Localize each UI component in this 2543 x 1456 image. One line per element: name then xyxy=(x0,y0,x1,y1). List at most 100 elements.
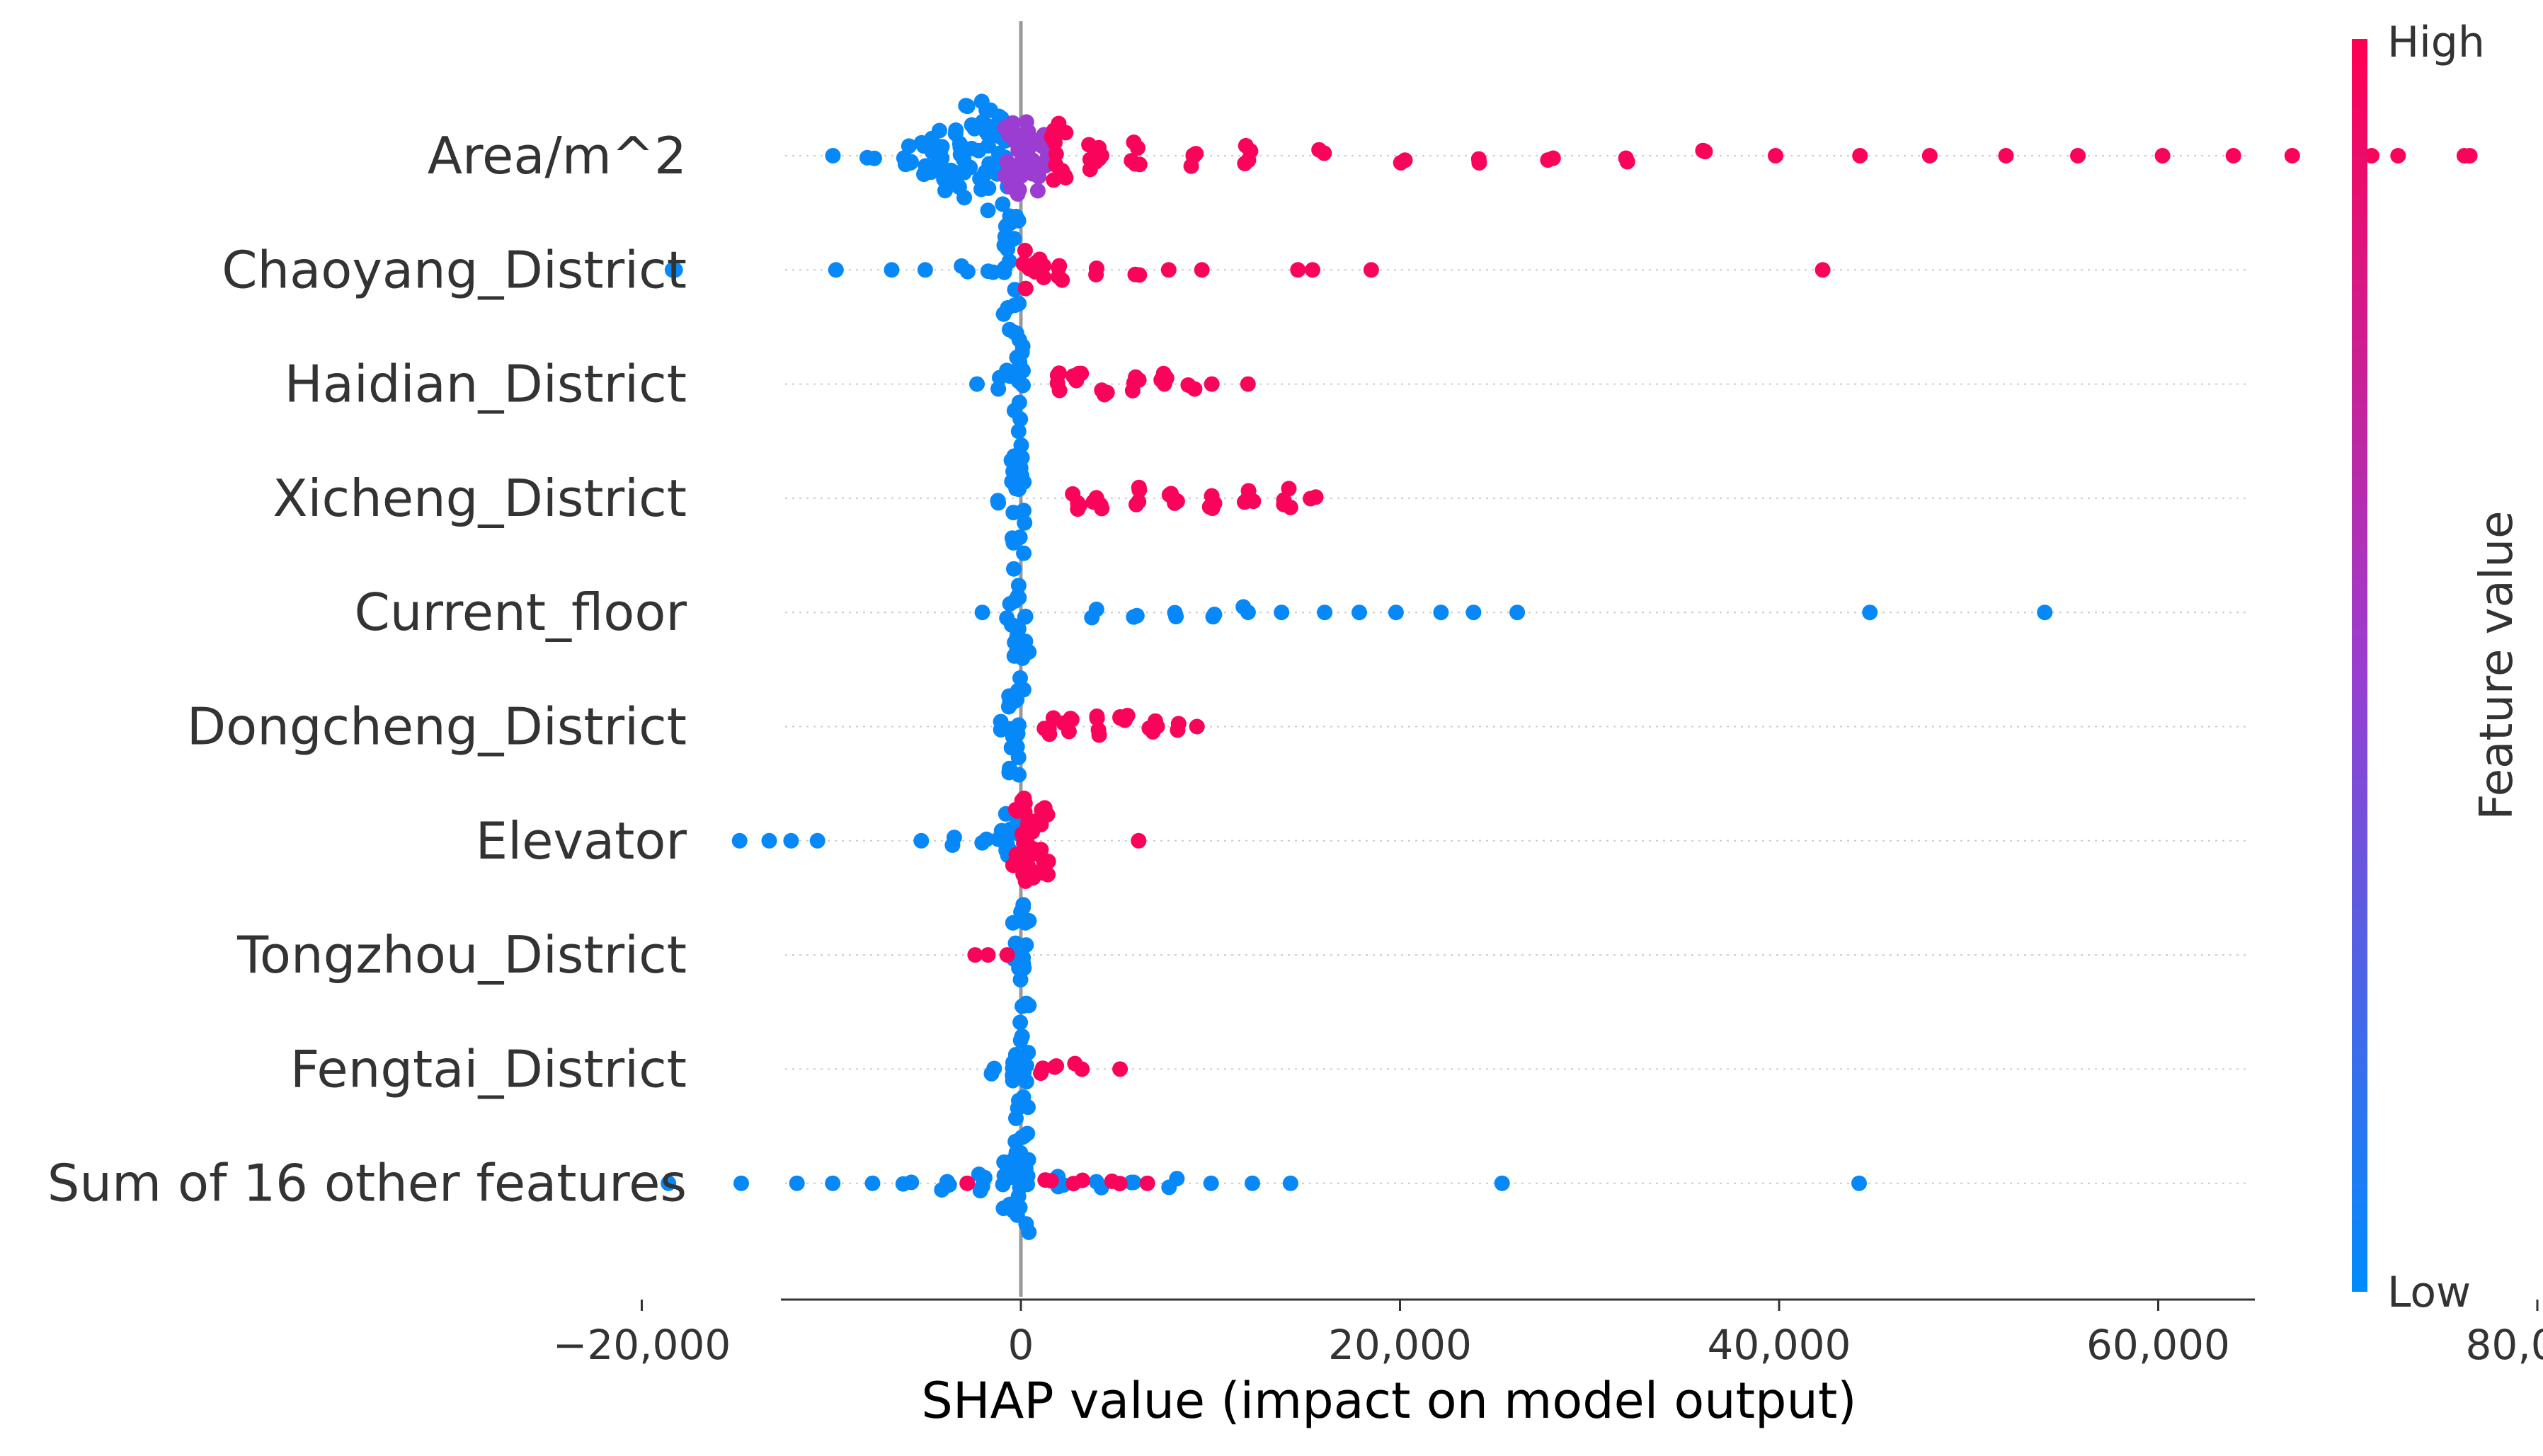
x-tick-label: 60,000 xyxy=(2086,1321,2230,1369)
shap-dot xyxy=(952,147,968,163)
shap-dot xyxy=(1112,1061,1128,1077)
shap-dot xyxy=(1011,182,1027,198)
shap-dot xyxy=(1094,382,1110,399)
feature-label: Chaoyang_District xyxy=(222,240,687,299)
shap-dot xyxy=(913,832,930,849)
shap-dot xyxy=(1170,716,1187,732)
shap-dot xyxy=(1012,1014,1029,1031)
shap-dot xyxy=(1039,807,1056,822)
shap-dot xyxy=(1245,1175,1260,1191)
shap-dot xyxy=(1237,156,1253,171)
colorbar-title: Feature value xyxy=(2471,511,2523,820)
shap-dot xyxy=(1187,381,1203,397)
feature-row-dots xyxy=(983,1014,1128,1126)
shap-dot xyxy=(1185,148,1201,164)
shap-dot xyxy=(1033,842,1049,858)
feature-label: Fengtai_District xyxy=(290,1039,687,1099)
shap-dot xyxy=(1014,1129,1030,1145)
shap-dot xyxy=(901,138,917,154)
shap-dot xyxy=(1169,1171,1185,1187)
shap-dot xyxy=(1024,166,1041,182)
colorbar-gradient xyxy=(2352,39,2367,1292)
shap-dot xyxy=(1051,260,1067,276)
shap-dot xyxy=(1112,709,1128,725)
shap-dot xyxy=(1303,491,1319,507)
feature-labels: Area/m^2 Chaoyang_District Haidian_Distric… xyxy=(47,126,687,1213)
shap-dot xyxy=(971,1166,987,1182)
feature-label: Elevator xyxy=(476,811,687,871)
shap-dot xyxy=(972,1183,988,1199)
shap-dot xyxy=(990,381,1007,397)
shap-dot xyxy=(1240,604,1256,621)
shap-dot xyxy=(1018,1074,1034,1090)
shap-dot xyxy=(996,264,1012,280)
shap-dot xyxy=(2462,148,2478,164)
shap-dot xyxy=(954,258,970,274)
shap-dot xyxy=(966,120,983,137)
shap-dot xyxy=(1018,995,1034,1011)
shap-dot xyxy=(1051,382,1068,399)
shap-dot xyxy=(1008,1110,1024,1126)
feature-row-dots xyxy=(967,897,1037,1014)
shap-dot xyxy=(917,262,933,278)
shap-dot xyxy=(1433,604,1449,621)
shap-dot xyxy=(1237,494,1252,510)
x-tick-label: 0 xyxy=(1008,1321,1034,1369)
shap-dot xyxy=(1161,487,1177,503)
feature-row-dots xyxy=(661,1125,1867,1240)
shap-dot xyxy=(1094,500,1110,517)
shap-dot xyxy=(1012,529,1028,546)
shap-dot xyxy=(1008,1145,1024,1161)
x-tick-label: 20,000 xyxy=(1328,1321,1472,1369)
shap-dot xyxy=(1158,370,1175,386)
shap-dot xyxy=(1091,727,1107,743)
shap-dot xyxy=(1082,151,1098,168)
shap-dot xyxy=(1005,464,1022,479)
shap-dot xyxy=(1044,129,1060,145)
shap-dot xyxy=(1160,262,1177,278)
feature-row-dots xyxy=(990,437,1324,561)
shap-dot xyxy=(1203,1175,1219,1191)
shap-dot xyxy=(1167,604,1183,621)
shap-dot xyxy=(1131,267,1148,283)
shap-dot xyxy=(895,1176,911,1192)
shap-dot xyxy=(1005,505,1022,521)
shap-dot xyxy=(995,306,1012,322)
shap-dot xyxy=(1015,650,1031,666)
shap-dot xyxy=(973,93,990,110)
shap-dot xyxy=(1388,604,1404,621)
shap-dot xyxy=(1002,215,1018,231)
shap-dot xyxy=(1014,1028,1030,1044)
shap-dot xyxy=(789,1175,805,1191)
shap-dot xyxy=(956,190,973,206)
shap-dot xyxy=(1282,1175,1298,1191)
shap-dot xyxy=(1046,1059,1063,1075)
shap-dot xyxy=(1015,377,1031,394)
shap-dot xyxy=(1070,501,1086,517)
shap-dot xyxy=(932,122,947,139)
shap-dot xyxy=(983,1065,1000,1082)
shap-dot xyxy=(1862,604,1878,621)
shap-dot xyxy=(937,183,953,199)
shap-dot xyxy=(934,1182,950,1198)
feature-row-dots xyxy=(974,561,2053,666)
shap-dot xyxy=(1128,369,1144,385)
shap-dot xyxy=(1206,495,1223,512)
shap-dot xyxy=(947,125,964,142)
shap-dot xyxy=(1025,135,1041,151)
shap-dot xyxy=(999,947,1015,963)
shap-dot xyxy=(1041,726,1058,743)
shap-dot xyxy=(1065,368,1082,384)
shap-dot xyxy=(825,148,841,164)
shap-dot xyxy=(1015,1171,1031,1187)
shap-dot xyxy=(1768,148,1783,164)
shap-dot xyxy=(1048,157,1064,173)
shap-dot xyxy=(969,376,985,392)
shap-dot xyxy=(884,262,900,278)
shap-dot xyxy=(1130,140,1145,156)
shap-dot xyxy=(661,1175,677,1191)
shap-dot xyxy=(1006,561,1022,577)
shap-dot xyxy=(956,164,972,180)
feature-row-dots xyxy=(731,790,1147,889)
